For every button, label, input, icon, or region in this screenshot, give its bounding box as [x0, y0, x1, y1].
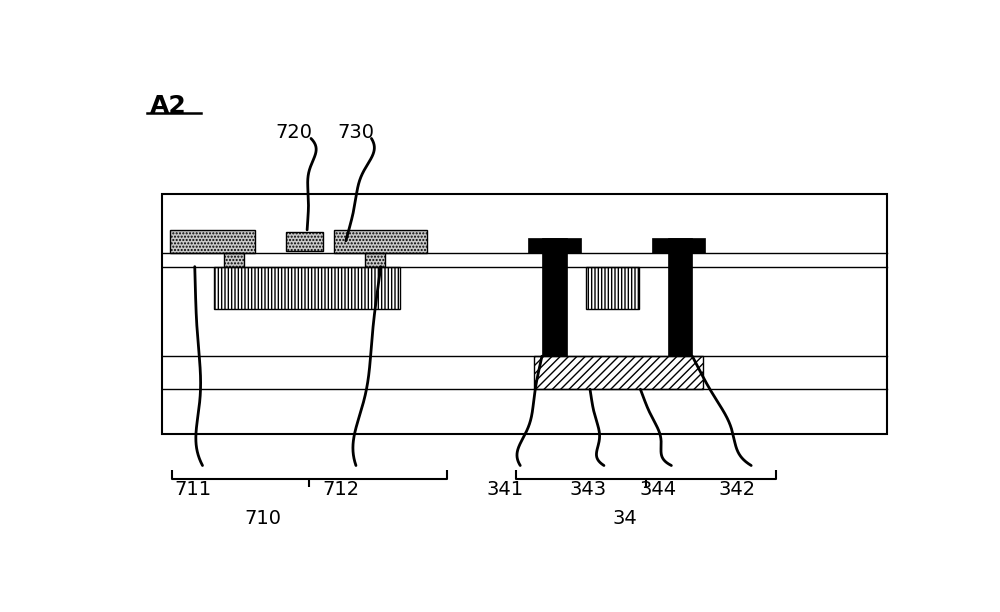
Bar	[286, 232, 323, 251]
Text: 342: 342	[719, 480, 756, 499]
Text: 720: 720	[275, 123, 312, 142]
Text: 730: 730	[337, 123, 374, 142]
Bar	[334, 230, 427, 253]
Text: 34: 34	[612, 509, 637, 528]
Text: 341: 341	[486, 480, 523, 499]
Bar	[214, 267, 400, 309]
Bar	[224, 253, 244, 267]
Bar	[170, 230, 255, 253]
Bar	[528, 238, 581, 253]
Bar	[586, 267, 639, 309]
Bar	[668, 238, 692, 356]
Bar	[542, 238, 567, 356]
Bar	[162, 193, 887, 434]
Text: 343: 343	[570, 480, 607, 499]
Text: 712: 712	[322, 480, 359, 499]
Text: 711: 711	[175, 480, 212, 499]
Bar	[652, 238, 705, 253]
Text: 710: 710	[244, 509, 281, 528]
Text: 344: 344	[640, 480, 677, 499]
Bar	[365, 253, 385, 267]
Bar	[534, 356, 703, 389]
Text: A2: A2	[150, 94, 187, 118]
